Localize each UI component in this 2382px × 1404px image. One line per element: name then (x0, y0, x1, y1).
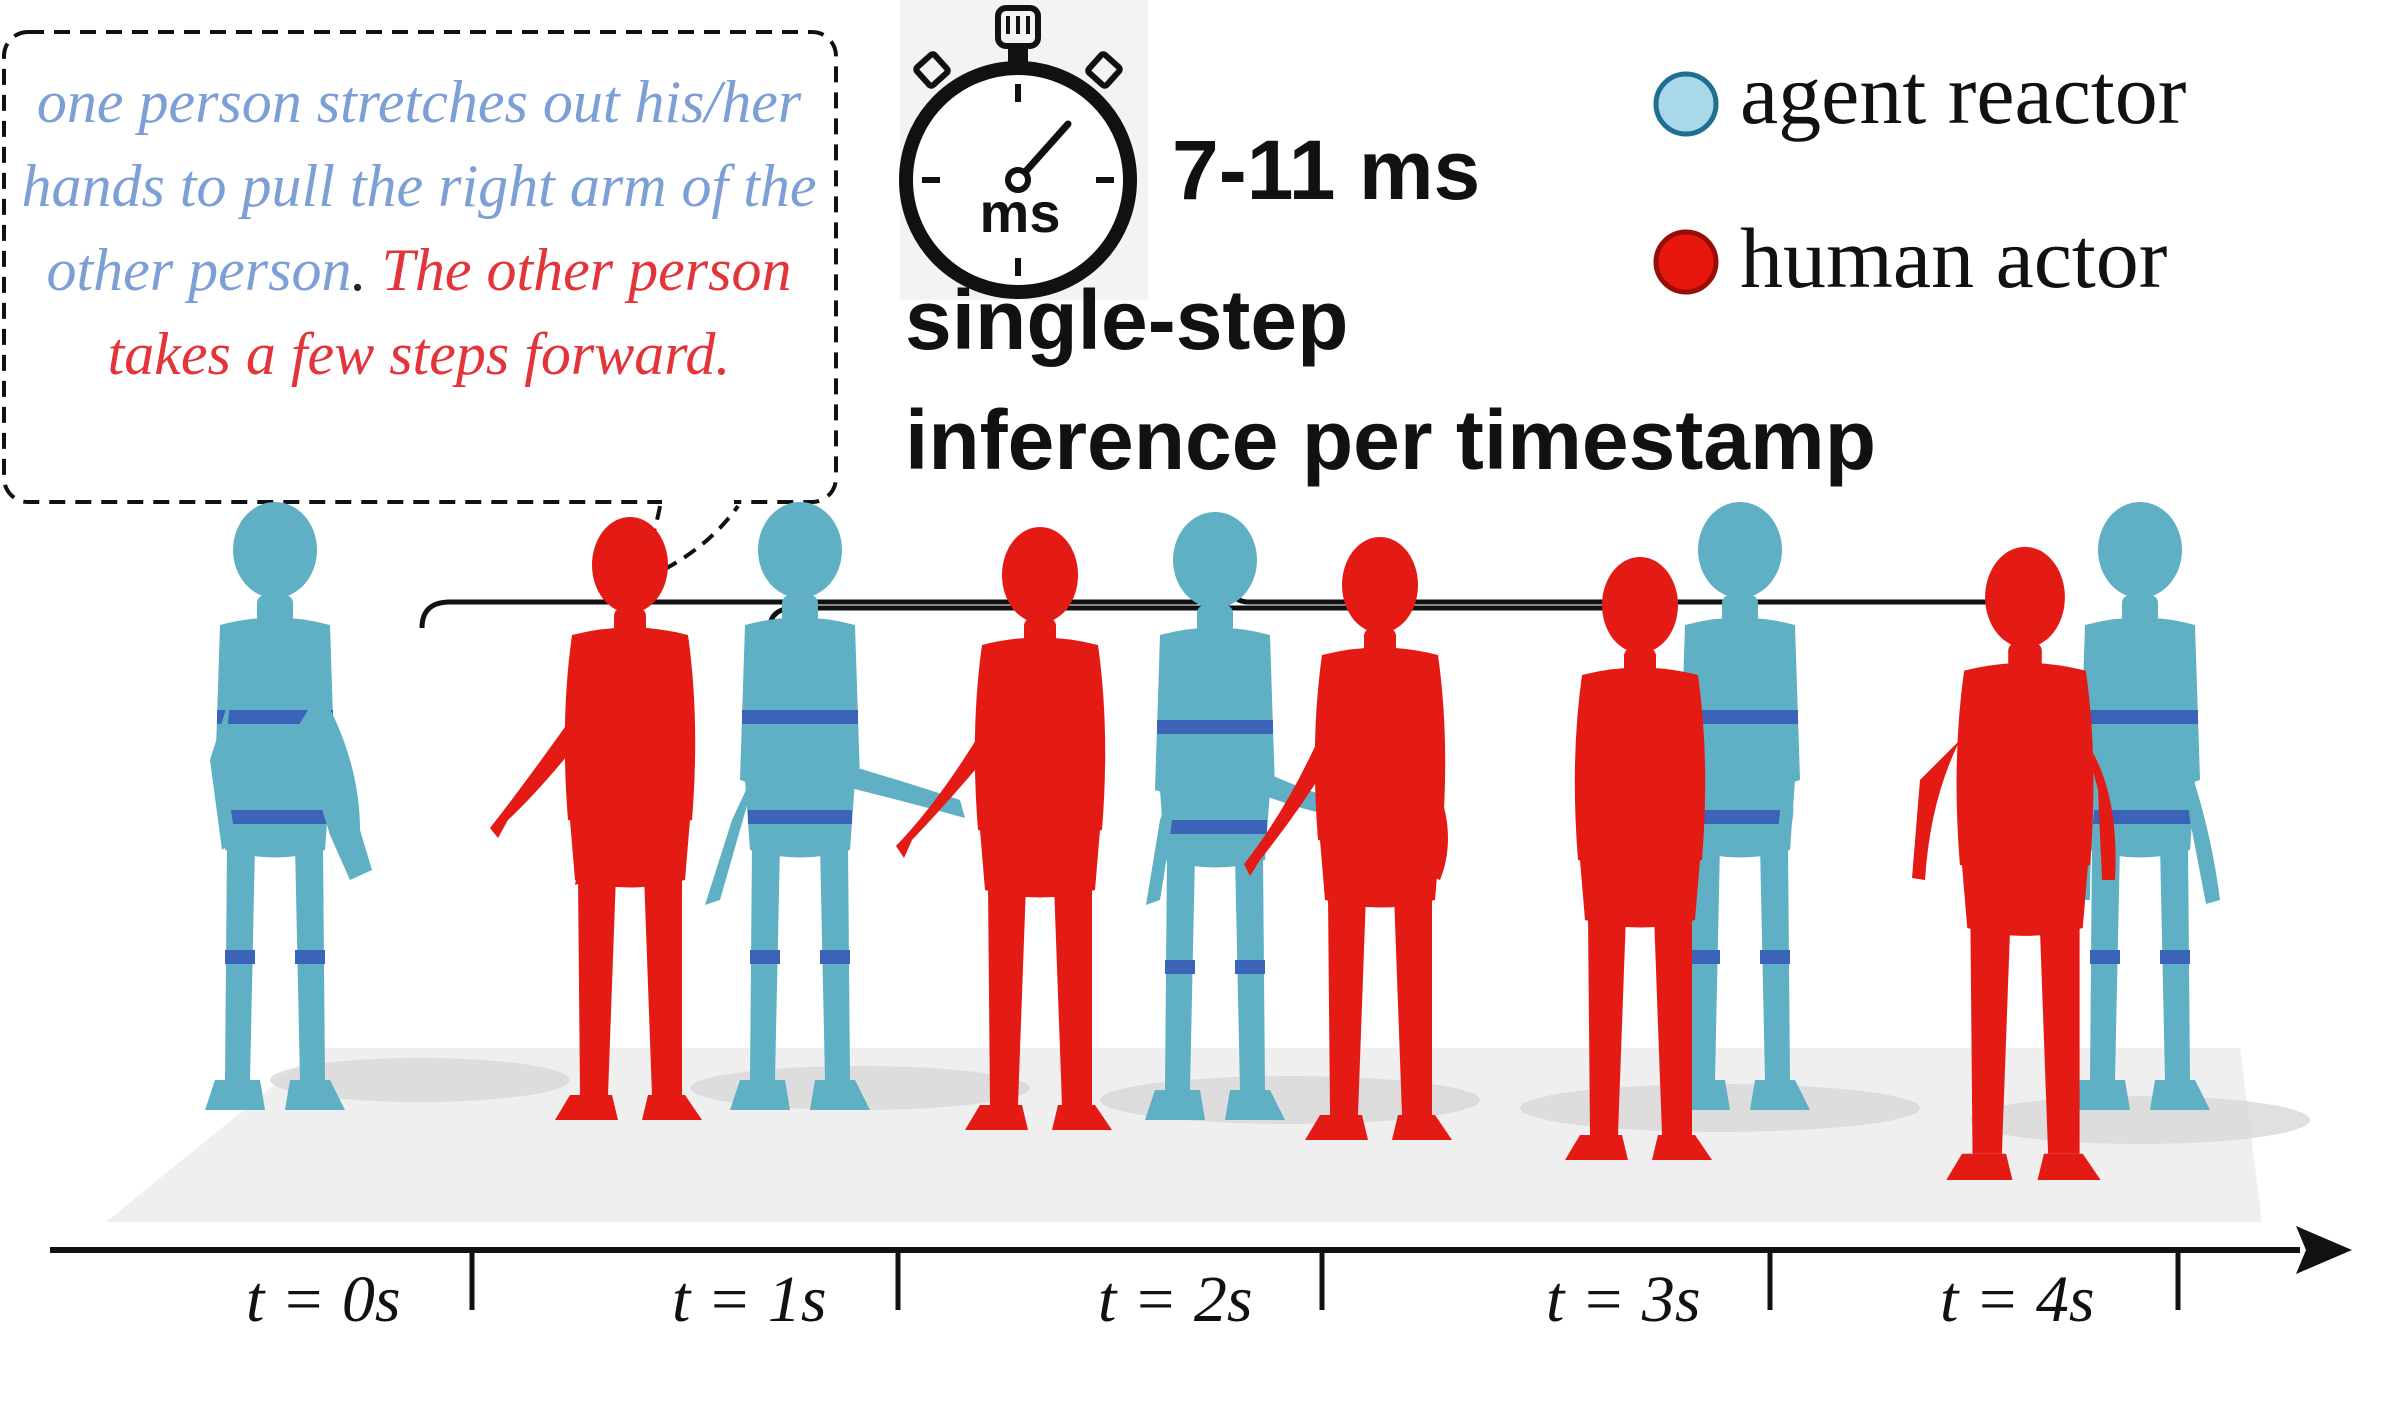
tick-label-4: t = 4s (1940, 1263, 2095, 1336)
tick-label-3: t = 3s (1546, 1263, 1701, 1336)
tick-label-0: t = 0s (246, 1263, 401, 1336)
stopwatch-ms-label: ms (980, 181, 1061, 244)
tick-label-2: t = 2s (1098, 1263, 1253, 1336)
human-figure-t4 (1912, 546, 2116, 1180)
inference-label-line1: single-step (905, 273, 1349, 367)
agent-reactor-legend-icon (1653, 71, 1719, 137)
timeline-axis (50, 1226, 2352, 1310)
agent-figure-t0 (205, 502, 372, 1110)
motion-figures (205, 502, 2220, 1180)
reactor-prompt: one person stretches out his/her hands t… (21, 69, 817, 303)
human-figure-t2 (1244, 537, 1452, 1140)
human-figure-t3 (1565, 557, 1712, 1160)
inference-label-line2: inference per timestamp (905, 393, 1877, 487)
latency-label: 7-11 ms (1172, 123, 1481, 217)
agent-figure-t1 (705, 502, 965, 1110)
text-prompt: one person stretches out his/her hands t… (14, 60, 824, 396)
human-figure-t1 (896, 527, 1112, 1130)
prompt-period: . (351, 237, 367, 303)
actor-prompt: The other person takes a few steps forwa… (107, 237, 792, 387)
human-actor-legend-icon (1653, 229, 1719, 295)
tick-label-1: t = 1s (672, 1263, 827, 1336)
legend-agent-reactor: agent reactor (1740, 46, 2187, 142)
human-figure-t0 (490, 517, 702, 1120)
legend-human-actor: human actor (1740, 210, 2168, 306)
stopwatch-icon (899, 0, 1148, 300)
